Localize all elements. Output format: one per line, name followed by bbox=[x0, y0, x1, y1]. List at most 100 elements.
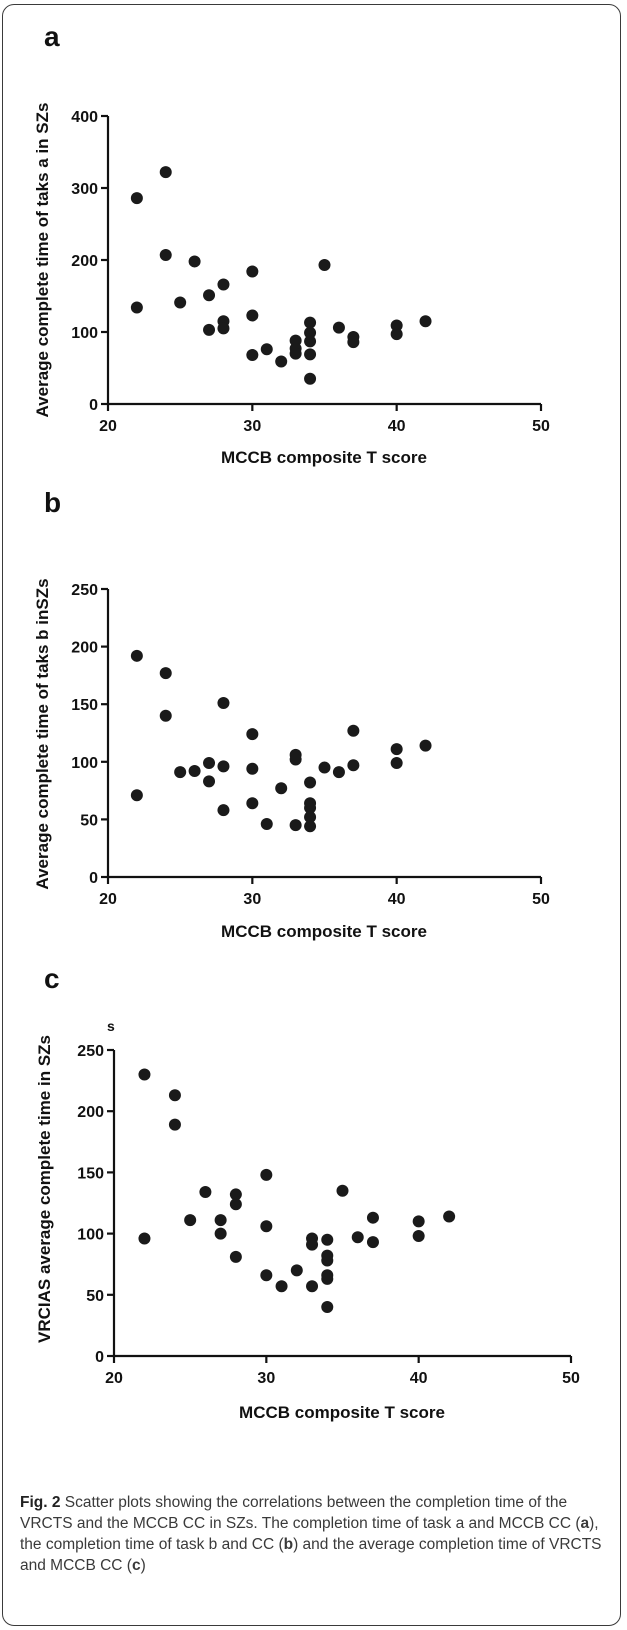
panel-a-x-tick-label: 30 bbox=[243, 418, 261, 435]
panel-c-data-point bbox=[275, 1280, 288, 1293]
panel-c-y-tick-label: 150 bbox=[77, 1165, 104, 1182]
panel-c-unit-label: s bbox=[107, 1018, 115, 1034]
panel-c-data-point bbox=[336, 1184, 349, 1197]
panel-b: b Average complete time of taks b inSZs … bbox=[33, 487, 550, 941]
panel-c-letter: c bbox=[44, 963, 60, 994]
panel-b-y-tick-label: 150 bbox=[71, 697, 98, 714]
panel-b-x-tick-label: 20 bbox=[99, 891, 117, 908]
panel-b-data-point bbox=[419, 739, 432, 752]
panel-a-data-point bbox=[130, 301, 143, 314]
caption-text-2: ), the completion time of task b and CC … bbox=[20, 1515, 599, 1553]
panel-b-y-tick-label: 50 bbox=[80, 812, 98, 829]
panel-a-data-point bbox=[304, 372, 317, 385]
panel-a-data-point bbox=[246, 309, 259, 322]
panel-c-data-point bbox=[138, 1068, 151, 1081]
panel-a-y-tick-label: 400 bbox=[71, 109, 98, 126]
panel-b-x-tick-label: 30 bbox=[243, 891, 261, 908]
panel-c-y-tick-label: 0 bbox=[95, 1349, 104, 1366]
figure-canvas: a Average complete time of taks a in SZs… bbox=[33, 21, 580, 1422]
figure-caption: Fig. 2 Scatter plots showing the correla… bbox=[20, 1492, 606, 1576]
panel-c-data-point bbox=[260, 1269, 273, 1282]
panel-c-axes: 0 50 100 150 200 250 20 30 40 50 bbox=[77, 1043, 580, 1387]
panel-a-axes: 0 100 200 300 400 20 30 40 50 bbox=[71, 109, 550, 435]
panel-b-data-point bbox=[390, 743, 403, 756]
panel-b-data-point bbox=[130, 649, 143, 662]
panel-a-data-point bbox=[304, 348, 317, 361]
panel-a-data-point bbox=[390, 319, 403, 332]
panel-a-data-point bbox=[275, 355, 288, 368]
panel-b-data-point bbox=[246, 762, 259, 775]
panel-b-points bbox=[130, 649, 432, 833]
panel-c-y-axis-title: VRCIAS average complete time in SZs bbox=[35, 1035, 54, 1343]
panel-c-data-point bbox=[214, 1227, 227, 1240]
panel-b-data-point bbox=[130, 789, 143, 802]
panel-b-data-point bbox=[289, 819, 302, 832]
panel-c-data-point bbox=[321, 1233, 334, 1246]
panel-c-data-point bbox=[321, 1254, 334, 1267]
panel-b-data-point bbox=[275, 782, 288, 795]
panel-b-x-tick-label: 50 bbox=[532, 891, 550, 908]
panel-b-axes: 0 50 100 150 200 250 20 30 40 50 bbox=[71, 582, 550, 908]
panel-a-data-point bbox=[203, 289, 216, 302]
panel-a-data-point bbox=[159, 166, 172, 179]
panel-c-data-point bbox=[290, 1264, 303, 1277]
caption-text: Scatter plots showing the correlations b… bbox=[20, 1494, 581, 1532]
panel-c-data-point bbox=[214, 1214, 227, 1227]
panel-a-data-point bbox=[246, 349, 259, 362]
panel-a-data-point bbox=[188, 255, 201, 268]
panel-c-data-point bbox=[412, 1230, 425, 1243]
panel-a-data-point bbox=[318, 259, 331, 272]
panel-c-data-point bbox=[306, 1280, 319, 1293]
panel-b-data-point bbox=[260, 818, 273, 831]
panel-b-y-axis-title: Average complete time of taks b inSZs bbox=[33, 578, 52, 889]
panel-b-data-point bbox=[246, 728, 259, 741]
panel-c-data-point bbox=[366, 1236, 379, 1249]
panel-c-y-tick-label: 50 bbox=[86, 1288, 104, 1305]
panel-c-data-point bbox=[168, 1089, 181, 1102]
panel-b-data-point bbox=[217, 804, 230, 817]
panel-c-y-tick-label: 250 bbox=[77, 1043, 104, 1060]
panel-a-data-point bbox=[217, 322, 230, 335]
panel-b-data-point bbox=[304, 801, 317, 814]
panel-c: c s VRCIAS average complete time in SZs … bbox=[35, 963, 580, 1422]
panel-b-y-tick-label: 250 bbox=[71, 582, 98, 599]
panel-b-data-point bbox=[203, 756, 216, 769]
panel-b-data-point bbox=[347, 759, 360, 772]
panel-a-data-point bbox=[304, 316, 317, 329]
panel-a-points bbox=[130, 166, 432, 385]
panel-b-y-tick-label: 0 bbox=[89, 870, 98, 887]
panel-b-data-point bbox=[188, 765, 201, 778]
panel-b-data-point bbox=[304, 776, 317, 789]
panel-a-data-point bbox=[332, 321, 345, 334]
panel-c-data-point bbox=[229, 1188, 242, 1201]
panel-a-data-point bbox=[159, 248, 172, 261]
caption-figure-label: Fig. 2 bbox=[20, 1494, 61, 1511]
panel-a-y-tick-label: 100 bbox=[71, 325, 98, 342]
panel-a-data-point bbox=[419, 315, 432, 328]
panel-a-data-point bbox=[217, 278, 230, 291]
panel-a-x-tick-label: 50 bbox=[532, 418, 550, 435]
panel-a-y-tick-label: 0 bbox=[89, 397, 98, 414]
caption-ref-b: b bbox=[283, 1536, 294, 1553]
panel-a-y-axis-title: Average complete time of taks a in SZs bbox=[33, 103, 52, 418]
panel-c-data-point bbox=[260, 1220, 273, 1233]
panel-a-x-axis-title: MCCB composite T score bbox=[221, 448, 427, 467]
panel-b-data-point bbox=[203, 775, 216, 788]
panel-c-data-point bbox=[321, 1301, 334, 1314]
panel-a-letter: a bbox=[44, 21, 60, 52]
panel-a-data-point bbox=[304, 326, 317, 339]
panel-c-x-tick-label: 40 bbox=[410, 1370, 428, 1387]
panel-b-letter: b bbox=[44, 487, 61, 518]
panel-c-points bbox=[138, 1068, 456, 1314]
panel-c-data-point bbox=[306, 1238, 319, 1251]
panel-c-x-tick-label: 30 bbox=[257, 1370, 275, 1387]
panel-c-y-tick-label: 200 bbox=[77, 1104, 104, 1121]
panel-a-x-tick-label: 20 bbox=[99, 418, 117, 435]
figure-frame bbox=[2, 4, 621, 1626]
panel-b-data-point bbox=[304, 820, 317, 833]
panel-c-data-point bbox=[229, 1198, 242, 1211]
panel-c-data-point bbox=[412, 1215, 425, 1228]
panel-a-data-point bbox=[347, 336, 360, 349]
panel-b-data-point bbox=[159, 709, 172, 722]
caption-text-4: ) bbox=[140, 1557, 146, 1574]
